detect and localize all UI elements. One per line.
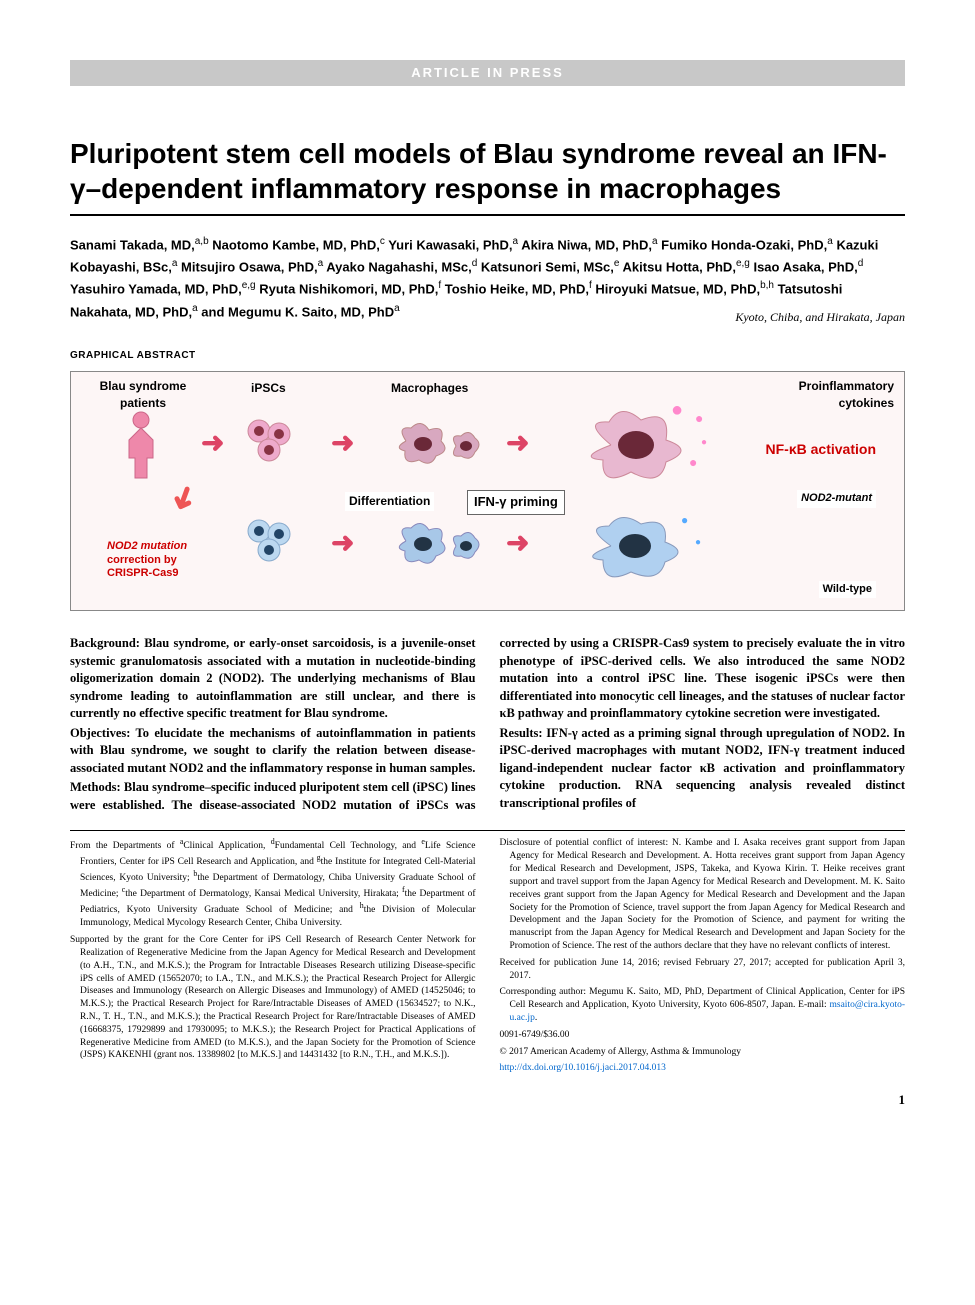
article-title: Pluripotent stem cell models of Blau syn… — [70, 136, 905, 206]
footnote-affiliations: From the Departments of aClinical Applic… — [70, 837, 476, 930]
arrow-icon: ➜ — [331, 524, 354, 563]
activated-macrophage-top: ● ● ● ● — [571, 400, 701, 495]
footnotes: From the Departments of aClinical Applic… — [70, 837, 905, 1075]
footnote-supported: Supported by the grant for the Core Cent… — [70, 934, 476, 1062]
footnotes-rule — [70, 830, 905, 831]
macrophage-top — [391, 416, 481, 476]
ga-label-differentiation: Differentiation — [345, 492, 434, 511]
doi-link[interactable]: http://dx.doi.org/10.1016/j.jaci.2017.04… — [500, 1063, 666, 1073]
person-icon — [121, 410, 161, 480]
ga-label-ifn-priming: IFN-γ priming — [467, 490, 565, 514]
footnote-doi: http://dx.doi.org/10.1016/j.jaci.2017.04… — [500, 1062, 906, 1075]
ga-label-macro: Macrophages — [391, 380, 468, 397]
graphical-abstract: Blau syndrome patients iPSCs Macrophages… — [70, 371, 905, 611]
ipsc-cells-top — [241, 416, 301, 471]
title-rule — [70, 214, 905, 216]
ga-label-nfkb: NF-κB activation — [766, 440, 876, 460]
arrow-icon: ➜ — [506, 524, 529, 563]
graphical-abstract-label: GRAPHICAL ABSTRACT — [70, 349, 905, 363]
ga-label-wildtype: Wild-type — [819, 581, 876, 598]
ga-label-nod2-correction: NOD2 NOD2 mutationmutation correction by… — [107, 540, 187, 580]
abstract-results-label: Results: — [500, 726, 543, 740]
press-banner: ARTICLE IN PRESS — [70, 60, 905, 86]
abstract-background-label: Background: — [70, 636, 140, 650]
footnote-copyright: © 2017 American Academy of Allergy, Asth… — [500, 1046, 906, 1059]
ga-label-blau: Blau syndrome patients — [93, 378, 193, 412]
abstract-objectives: To elucidate the mechanisms of autoinfla… — [70, 726, 476, 775]
ga-label-nod2-mutant: NOD2-mutant — [797, 490, 876, 507]
ga-label-ipsc: iPSCs — [251, 380, 286, 397]
footnote-issn: 0091-6749/$36.00 — [500, 1029, 906, 1042]
footnote-corresponding: Corresponding author: Megumu K. Saito, M… — [500, 986, 906, 1024]
footnote-disclosure: Disclosure of potential conflict of inte… — [500, 837, 906, 952]
page-number: 1 — [70, 1091, 905, 1109]
arrow-icon: ➜ — [201, 424, 224, 463]
activated-macrophage-bottom: ● ● — [571, 506, 701, 591]
abstract-methods-label: Methods: — [70, 780, 121, 794]
arrow-icon: ➜ — [331, 424, 354, 463]
abstract-objectives-label: Objectives: — [70, 726, 130, 740]
abstract: Background: Blau syndrome, or early-onse… — [70, 635, 905, 814]
ga-label-proinflammatory: Proinflammatory cytokines — [774, 378, 894, 412]
footnote-received: Received for publication June 14, 2016; … — [500, 957, 906, 983]
abstract-results: IFN-γ acted as a priming signal through … — [500, 726, 906, 810]
ipsc-cells-bottom — [241, 516, 301, 571]
arrow-icon: ➜ — [159, 479, 210, 520]
macrophage-bottom — [391, 516, 481, 576]
arrow-icon: ➜ — [506, 424, 529, 463]
